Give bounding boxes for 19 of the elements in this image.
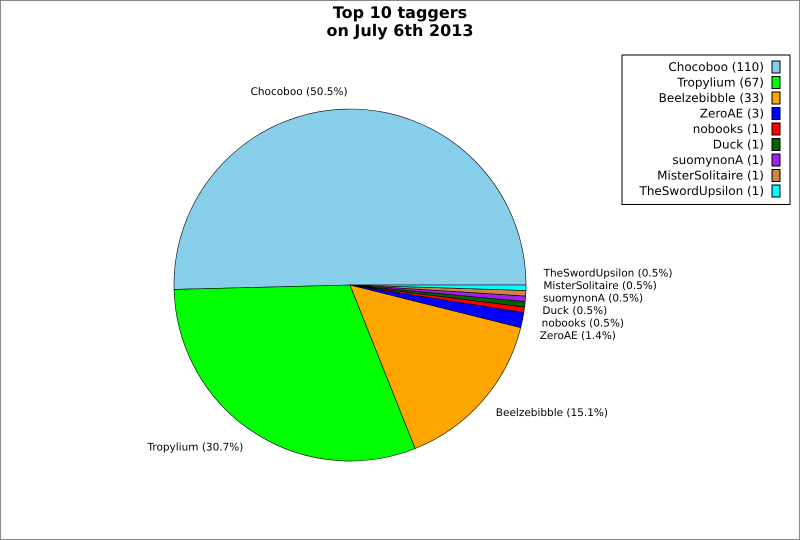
data-label: MisterSolitaire (0.5%) bbox=[543, 280, 657, 292]
data-label: Beelzebibble (15.1%) bbox=[496, 407, 608, 420]
legend-label: TheSwordUpsilon (1) bbox=[638, 184, 764, 198]
legend-label: ZeroAE (3) bbox=[700, 106, 764, 121]
legend-label: MisterSolitaire (1) bbox=[657, 168, 764, 183]
legend-label: Beelzebibble (33) bbox=[658, 91, 764, 106]
data-label: suomynonA (0.5%) bbox=[543, 292, 644, 304]
data-label: nobooks (0.5%) bbox=[542, 317, 624, 330]
legend-label: Duck (1) bbox=[712, 138, 764, 152]
legend-label: Tropylium (67) bbox=[676, 76, 764, 90]
data-label: Tropylium (30.7%) bbox=[146, 441, 244, 454]
legend-label: Chocoboo (110) bbox=[668, 60, 764, 74]
data-label: TheSwordUpsilon (0.5%) bbox=[542, 267, 673, 280]
data-label: ZeroAE (1.4%) bbox=[540, 330, 616, 342]
legend-label: nobooks (1) bbox=[692, 122, 764, 136]
legend-label: suomynonA (1) bbox=[672, 153, 764, 168]
data-label: Chocoboo (50.5%) bbox=[250, 86, 348, 98]
data-label: Duck (0.5%) bbox=[542, 304, 608, 317]
chart-title: Top 10 taggers on July 6th 2013 bbox=[326, 3, 474, 40]
